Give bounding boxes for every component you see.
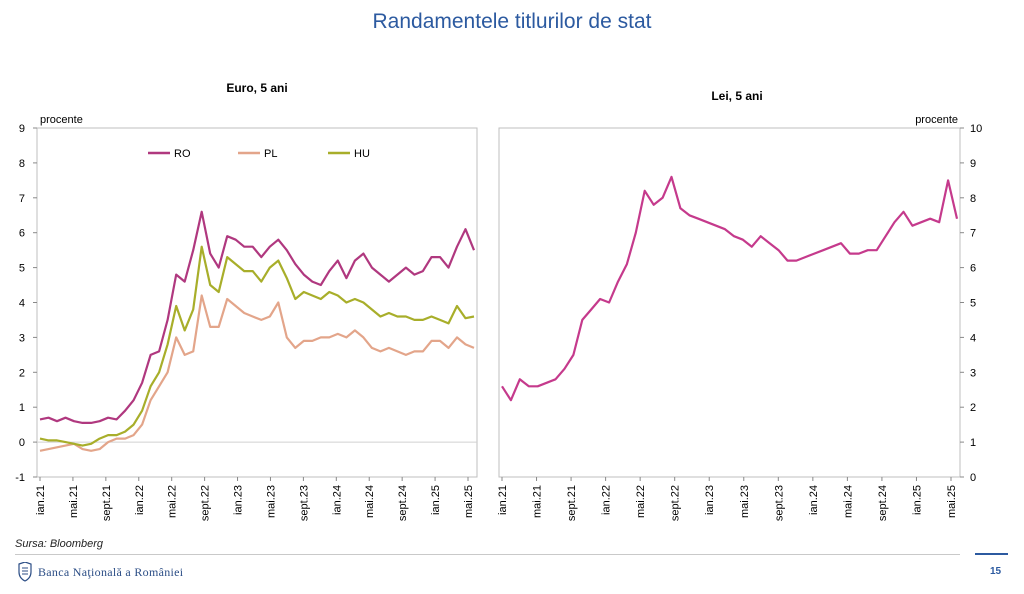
bank-logo-icon (18, 562, 32, 582)
x-tick-label: ian.21 (497, 485, 509, 515)
page-number: 15 (990, 566, 1002, 577)
x-tick-label: mai.22 (167, 485, 179, 518)
x-tick-label: sept.24 (397, 485, 409, 521)
legend-label-ro: RO (174, 148, 191, 160)
x-tick-label: mai.23 (739, 485, 751, 518)
y-tick-label: 5 (19, 263, 25, 275)
x-tick-label: sept.24 (877, 485, 889, 521)
x-tick-label: ian.24 (808, 485, 820, 515)
y-tick-label: 8 (19, 158, 25, 170)
y-tick-label: 3 (19, 332, 25, 344)
x-tick-label: ian.21 (35, 485, 47, 515)
x-tick-label: mai.22 (635, 485, 647, 518)
x-tick-label: ian.24 (331, 485, 343, 515)
y-tick-label: 5 (970, 298, 976, 310)
x-tick-label: sept.22 (670, 485, 682, 521)
series-line-pl (39, 294, 475, 452)
x-tick-label: mai.24 (364, 485, 376, 518)
y-tick-label: 2 (19, 367, 25, 379)
x-tick-label: ian.23 (233, 485, 245, 515)
x-tick-label: ian.22 (601, 485, 613, 515)
y-tick-label: 6 (19, 228, 25, 240)
brand-name: Banca Naţională a României (38, 565, 184, 579)
y-tick-label: 2 (970, 402, 976, 414)
y-tick-label: 4 (970, 332, 976, 344)
y-axis-label: procente (915, 114, 958, 126)
y-tick-label: 7 (970, 228, 976, 240)
series-line-lei (501, 175, 959, 402)
plot-frame (498, 127, 961, 478)
x-tick-label: sept.23 (298, 485, 310, 521)
slide-title: Randamentele titlurilor de stat (372, 10, 652, 33)
x-tick-label: ian.25 (911, 485, 923, 515)
chart-title: Euro, 5 ani (226, 81, 287, 95)
footer-separator (15, 554, 960, 555)
y-tick-label: -1 (15, 472, 25, 484)
page-number-accent (975, 553, 1008, 555)
y-tick-label: 10 (970, 123, 982, 135)
legend-label-pl: PL (264, 148, 277, 160)
x-tick-label: mai.21 (532, 485, 544, 518)
x-tick-label: sept.22 (200, 485, 212, 521)
y-tick-label: 7 (19, 193, 25, 205)
x-tick-label: ian.25 (430, 485, 442, 515)
legend-label-hu: HU (354, 148, 370, 160)
y-tick-label: 0 (970, 472, 976, 484)
x-tick-label: mai.25 (463, 485, 475, 518)
x-tick-label: mai.21 (68, 485, 80, 518)
x-tick-label: sept.21 (566, 485, 578, 521)
y-tick-label: 9 (19, 123, 25, 135)
chart-title: Lei, 5 ani (711, 89, 762, 103)
y-tick-label: 1 (19, 402, 25, 414)
y-tick-label: 6 (970, 263, 976, 275)
y-axis-label: procente (40, 114, 83, 126)
y-tick-label: 8 (970, 193, 976, 205)
x-tick-label: mai.25 (946, 485, 958, 518)
y-tick-label: 1 (970, 437, 976, 449)
x-tick-label: mai.24 (842, 485, 854, 518)
x-tick-label: ian.22 (134, 485, 146, 515)
y-tick-label: 4 (19, 298, 25, 310)
series-line-hu (39, 245, 475, 447)
y-tick-label: 3 (970, 367, 976, 379)
x-tick-label: mai.23 (265, 485, 277, 518)
x-tick-label: ian.23 (704, 485, 716, 515)
y-tick-label: 0 (19, 437, 25, 449)
x-tick-label: sept.23 (773, 485, 785, 521)
source-note: Sursa: Bloomberg (15, 538, 104, 550)
x-tick-label: sept.21 (101, 485, 113, 521)
series-line-ro (39, 210, 476, 424)
y-tick-label: 9 (970, 158, 976, 170)
